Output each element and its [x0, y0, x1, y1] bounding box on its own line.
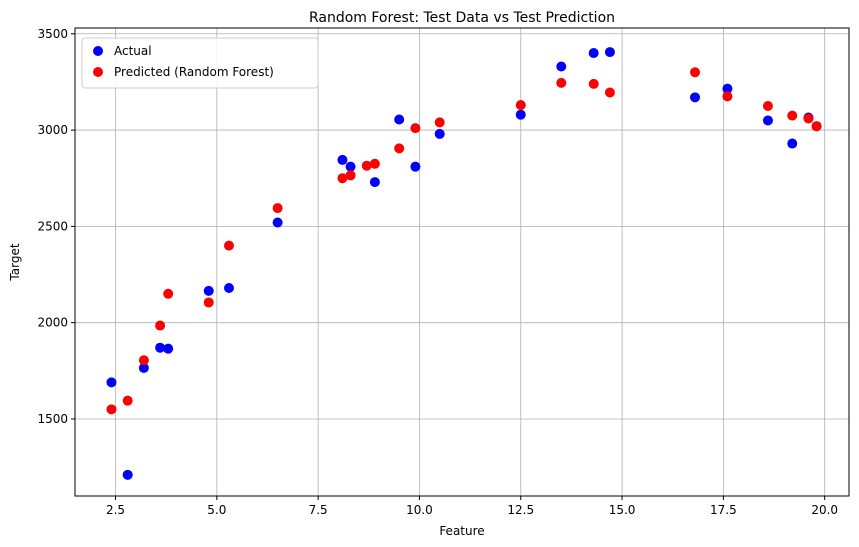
x-tick-label: 20.0	[811, 503, 838, 517]
predicted-point	[345, 170, 356, 181]
actual-point	[394, 114, 405, 125]
actual-point	[163, 343, 174, 354]
x-tick-label: 7.5	[309, 503, 328, 517]
actual-point	[345, 161, 356, 172]
predicted-point	[223, 240, 234, 251]
predicted-point	[762, 101, 773, 111]
predicted-point	[203, 297, 214, 308]
actual-point	[223, 283, 234, 293]
y-axis-label: Target	[8, 243, 22, 281]
x-tick-label: 15.0	[609, 503, 636, 517]
legend: Actual Predicted (Random Forest)	[81, 37, 319, 89]
legend-marker-actual	[93, 46, 103, 56]
predicted-point	[434, 117, 445, 128]
actual-point	[515, 109, 526, 120]
predicted-point	[337, 173, 348, 184]
actual-point	[410, 161, 421, 172]
predicted-point	[803, 113, 814, 124]
actual-point	[369, 177, 380, 188]
predicted-point	[556, 77, 567, 88]
predicted-point	[361, 160, 372, 171]
x-axis-ticks: 2.5 5.0 7.5 10.0 12.5 15.0 17.5 20.0	[106, 496, 838, 517]
x-tick-label: 17.5	[710, 503, 737, 517]
legend-label-predicted: Predicted (Random Forest)	[114, 65, 274, 79]
y-tick-label: 1500	[37, 412, 68, 426]
legend-label-actual: Actual	[114, 44, 152, 58]
x-tick-label: 10.0	[406, 503, 433, 517]
y-tick-label: 2000	[37, 316, 68, 330]
predicted-point	[690, 67, 701, 78]
predicted-point	[122, 395, 133, 406]
predicted-point	[163, 288, 174, 299]
y-axis-ticks: 1500 2000 2500 3000 3500	[37, 27, 75, 426]
actual-point	[556, 61, 567, 72]
actual-point	[337, 154, 348, 165]
predicted-point	[369, 158, 380, 169]
actual-point	[690, 92, 701, 103]
chart-title: Random Forest: Test Data vs Test Predict…	[309, 10, 615, 26]
predicted-point	[787, 110, 798, 121]
actual-point	[272, 217, 283, 228]
actual-point	[762, 115, 773, 126]
predicted-point	[410, 123, 421, 134]
actual-point	[604, 47, 615, 58]
actual-point	[155, 342, 166, 353]
predicted-point	[155, 320, 166, 331]
actual-point	[138, 362, 149, 373]
predicted-point	[394, 143, 405, 154]
actual-point	[434, 128, 445, 139]
plot-frame	[74, 27, 850, 497]
y-tick-label: 3000	[37, 123, 68, 137]
x-tick-label: 5.0	[207, 503, 226, 517]
y-tick-label: 3500	[37, 27, 68, 41]
predicted-point	[515, 100, 526, 111]
data-points	[106, 47, 822, 480]
actual-point	[722, 83, 733, 94]
predicted-point	[272, 203, 283, 214]
predicted-point	[811, 121, 822, 132]
predicted-point	[138, 355, 149, 366]
predicted-point	[106, 404, 117, 415]
legend-marker-predicted	[93, 67, 103, 77]
x-tick-label: 2.5	[106, 503, 125, 517]
actual-point	[787, 138, 798, 149]
x-axis-label: Feature	[439, 524, 484, 538]
actual-point	[122, 469, 133, 480]
predicted-point	[588, 78, 599, 89]
predicted-point	[722, 91, 733, 102]
actual-point	[588, 48, 599, 59]
y-tick-label: 2500	[37, 219, 68, 233]
actual-point	[203, 285, 214, 296]
predicted-point	[604, 87, 615, 98]
grid	[75, 28, 849, 496]
actual-point	[106, 377, 117, 388]
legend-box	[81, 37, 319, 89]
x-tick-label: 12.5	[507, 503, 534, 517]
